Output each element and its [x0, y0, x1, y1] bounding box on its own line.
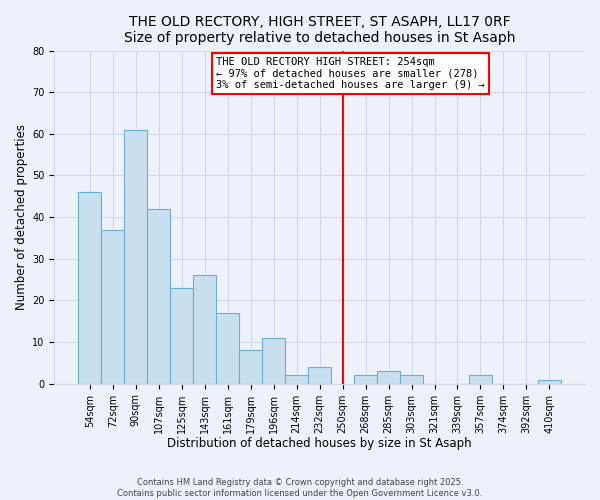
X-axis label: Distribution of detached houses by size in St Asaph: Distribution of detached houses by size … — [167, 437, 472, 450]
Bar — [538, 380, 561, 384]
Text: Contains HM Land Registry data © Crown copyright and database right 2025.
Contai: Contains HM Land Registry data © Crown c… — [118, 478, 482, 498]
Y-axis label: Number of detached properties: Number of detached properties — [15, 124, 28, 310]
Bar — [79, 192, 101, 384]
Bar — [193, 276, 216, 384]
Bar — [262, 338, 285, 384]
Title: THE OLD RECTORY, HIGH STREET, ST ASAPH, LL17 0RF
Size of property relative to de: THE OLD RECTORY, HIGH STREET, ST ASAPH, … — [124, 15, 515, 45]
Bar — [148, 209, 170, 384]
Bar — [377, 371, 400, 384]
Bar — [308, 367, 331, 384]
Bar — [101, 230, 124, 384]
Bar — [354, 376, 377, 384]
Text: THE OLD RECTORY HIGH STREET: 254sqm
← 97% of detached houses are smaller (278)
3: THE OLD RECTORY HIGH STREET: 254sqm ← 97… — [216, 57, 485, 90]
Bar — [239, 350, 262, 384]
Bar — [400, 376, 423, 384]
Bar — [469, 376, 492, 384]
Bar — [170, 288, 193, 384]
Bar — [285, 376, 308, 384]
Bar — [216, 313, 239, 384]
Bar — [124, 130, 148, 384]
